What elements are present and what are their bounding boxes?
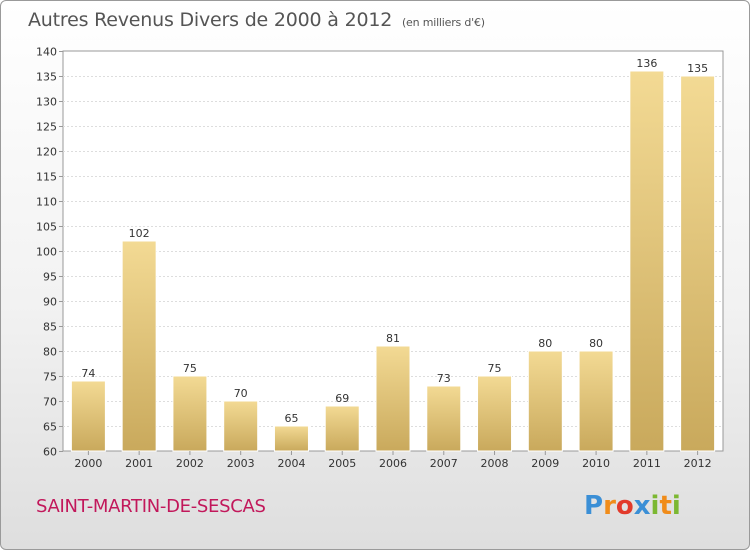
data-label: 81 [386, 332, 400, 345]
chart-subtitle: (en milliers d'€) [401, 16, 485, 29]
bar [578, 350, 614, 452]
y-tick-label: 110 [36, 196, 57, 209]
data-label: 69 [335, 392, 349, 405]
y-tick-label: 105 [36, 221, 57, 234]
y-tick-label: 95 [43, 271, 57, 284]
x-tick-label: 2012 [684, 457, 712, 470]
bar [680, 75, 716, 452]
x-tick-label: 2011 [633, 457, 661, 470]
data-label: 135 [687, 62, 708, 75]
logo-letter: r [603, 491, 616, 521]
data-label: 73 [437, 372, 451, 385]
data-label: 65 [284, 412, 298, 425]
y-tick-label: 130 [36, 96, 57, 109]
x-tick-label: 2008 [481, 457, 509, 470]
x-tick-label: 2005 [328, 457, 356, 470]
y-tick-label: 135 [36, 71, 57, 84]
y-tick-label: 100 [36, 246, 57, 259]
bar [477, 375, 513, 452]
y-tick-label: 60 [43, 446, 57, 459]
x-tick-label: 2010 [582, 457, 610, 470]
y-tick-label: 70 [43, 396, 57, 409]
data-label: 80 [538, 337, 552, 350]
logo-letter: i [650, 491, 660, 521]
chart-title-text: Autres Revenus Divers de 2000 à 2012 [28, 9, 393, 31]
bar [70, 380, 106, 452]
x-tick-label: 2001 [125, 457, 153, 470]
data-label: 74 [81, 367, 95, 380]
logo-letter: x [633, 491, 651, 521]
bar [426, 385, 462, 452]
data-label: 75 [183, 362, 197, 375]
data-label: 102 [129, 227, 150, 240]
bar [121, 240, 157, 452]
bar [527, 350, 563, 452]
bar [375, 345, 411, 452]
data-label: 80 [589, 337, 603, 350]
bar [629, 70, 665, 452]
bar [273, 425, 309, 452]
x-tick-label: 2009 [531, 457, 559, 470]
data-label: 136 [636, 57, 657, 70]
y-tick-label: 140 [36, 46, 57, 59]
y-tick-label: 85 [43, 321, 57, 334]
y-tick-label: 75 [43, 371, 57, 384]
logo-letter: o [615, 491, 634, 521]
x-tick-label: 2000 [74, 457, 102, 470]
data-label: 75 [488, 362, 502, 375]
chart-title: Autres Revenus Divers de 2000 à 2012 (en… [28, 9, 485, 31]
y-tick-label: 80 [43, 346, 57, 359]
logo-letter: t [659, 491, 672, 521]
data-label: 70 [234, 387, 248, 400]
y-tick-label: 90 [43, 296, 57, 309]
y-tick-label: 115 [36, 171, 57, 184]
proxiti-logo: Proxiti [584, 491, 681, 521]
logo-letter: i [671, 491, 681, 521]
x-tick-label: 2003 [227, 457, 255, 470]
x-tick-label: 2002 [176, 457, 204, 470]
bar [223, 400, 259, 452]
x-tick-label: 2007 [430, 457, 458, 470]
y-tick-label: 120 [36, 146, 57, 159]
logo-letter: P [584, 491, 604, 521]
y-tick-label: 65 [43, 421, 57, 434]
bar [172, 375, 208, 452]
x-tick-label: 2004 [277, 457, 305, 470]
y-tick-label: 125 [36, 121, 57, 134]
bar [324, 405, 360, 452]
commune-name: SAINT-MARTIN-DE-SESCAS [36, 496, 266, 517]
x-tick-label: 2006 [379, 457, 407, 470]
